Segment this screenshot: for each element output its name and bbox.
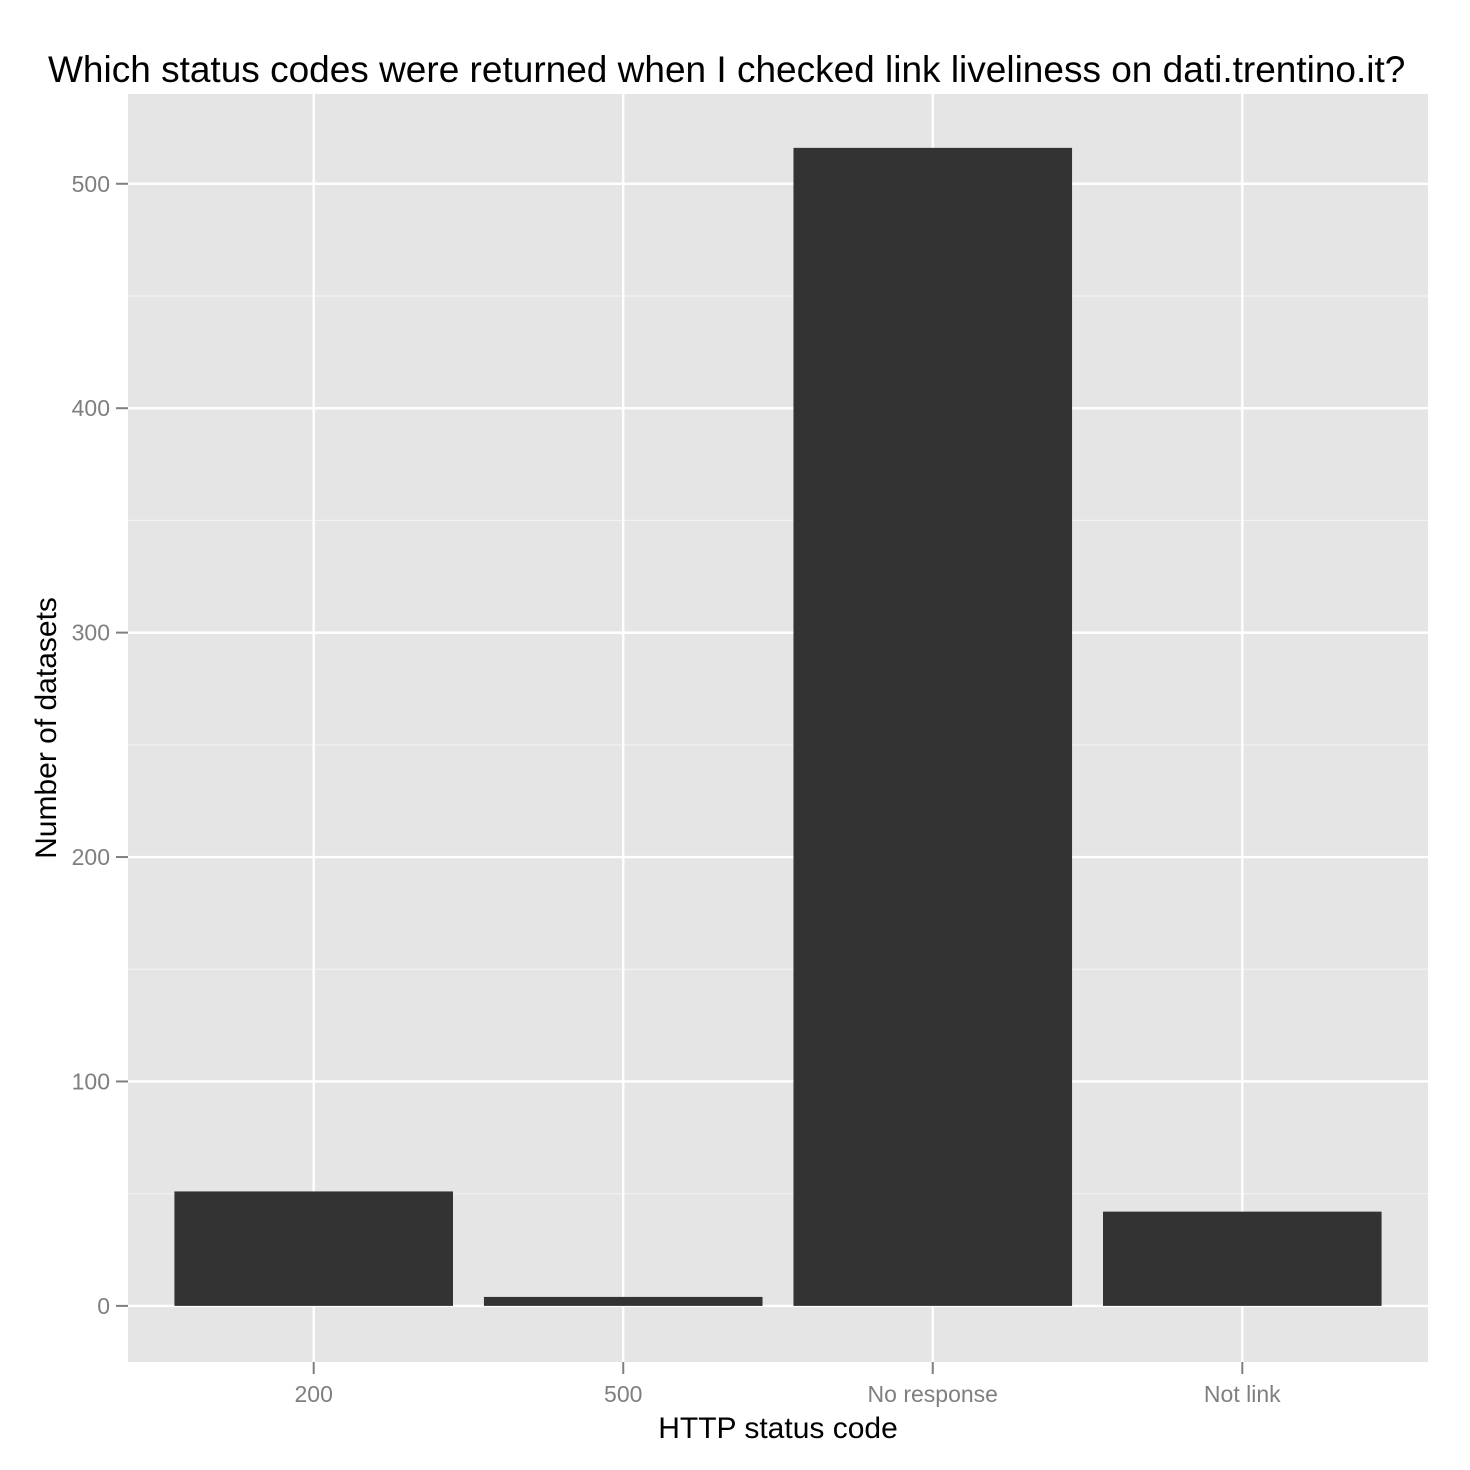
bar-not-link bbox=[1103, 1211, 1382, 1306]
y-axis-title: Number of datasets bbox=[30, 597, 63, 859]
x-tick-label: 500 bbox=[604, 1381, 642, 1407]
y-axis: 0 100 200 300 400 500 bbox=[72, 171, 128, 1319]
y-tick-label: 400 bbox=[72, 395, 110, 421]
x-tick-label: No response bbox=[868, 1381, 998, 1407]
bar-500 bbox=[483, 1296, 763, 1306]
x-axis-title: HTTP status code bbox=[658, 1412, 898, 1445]
bars bbox=[174, 147, 1382, 1306]
y-tick-label: 500 bbox=[72, 171, 110, 197]
bar-no-response bbox=[793, 147, 1073, 1306]
bar-200 bbox=[174, 1191, 453, 1306]
y-tick-label: 200 bbox=[72, 844, 110, 870]
y-tick-label: 300 bbox=[72, 620, 110, 646]
y-tick-label: 100 bbox=[72, 1068, 110, 1094]
plot-panel bbox=[128, 94, 1428, 1362]
y-tick-label: 0 bbox=[97, 1293, 110, 1319]
x-tick-label: Not link bbox=[1204, 1381, 1281, 1407]
x-tick-label: 200 bbox=[295, 1381, 333, 1407]
x-axis: 200 500 No response Not link bbox=[295, 1362, 1281, 1407]
chart-title: Which status codes were returned when I … bbox=[48, 49, 1405, 90]
